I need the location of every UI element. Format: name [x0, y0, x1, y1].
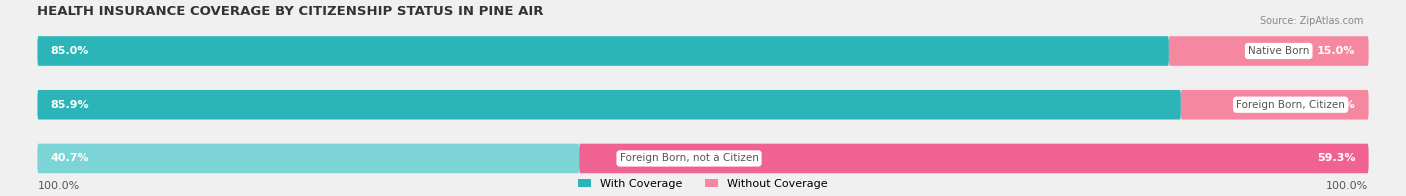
- FancyBboxPatch shape: [38, 36, 1168, 66]
- Text: 15.0%: 15.0%: [1317, 46, 1355, 56]
- FancyBboxPatch shape: [38, 144, 1368, 173]
- FancyBboxPatch shape: [38, 144, 579, 173]
- Text: Foreign Born, not a Citizen: Foreign Born, not a Citizen: [620, 153, 758, 163]
- FancyBboxPatch shape: [579, 144, 1368, 173]
- FancyBboxPatch shape: [38, 36, 1368, 66]
- Text: 14.1%: 14.1%: [1316, 100, 1355, 110]
- Text: 59.3%: 59.3%: [1317, 153, 1355, 163]
- Text: Source: ZipAtlas.com: Source: ZipAtlas.com: [1260, 16, 1364, 26]
- Text: 100.0%: 100.0%: [1326, 181, 1368, 191]
- FancyBboxPatch shape: [1181, 90, 1368, 120]
- Text: Native Born: Native Born: [1249, 46, 1309, 56]
- Text: Foreign Born, Citizen: Foreign Born, Citizen: [1236, 100, 1346, 110]
- FancyBboxPatch shape: [38, 90, 1368, 120]
- Text: 85.9%: 85.9%: [51, 100, 90, 110]
- Text: 85.0%: 85.0%: [51, 46, 89, 56]
- Text: HEALTH INSURANCE COVERAGE BY CITIZENSHIP STATUS IN PINE AIR: HEALTH INSURANCE COVERAGE BY CITIZENSHIP…: [38, 5, 544, 18]
- Legend: With Coverage, Without Coverage: With Coverage, Without Coverage: [574, 174, 832, 193]
- Text: 100.0%: 100.0%: [38, 181, 80, 191]
- Text: 40.7%: 40.7%: [51, 153, 90, 163]
- FancyBboxPatch shape: [38, 90, 1181, 120]
- FancyBboxPatch shape: [1168, 36, 1368, 66]
